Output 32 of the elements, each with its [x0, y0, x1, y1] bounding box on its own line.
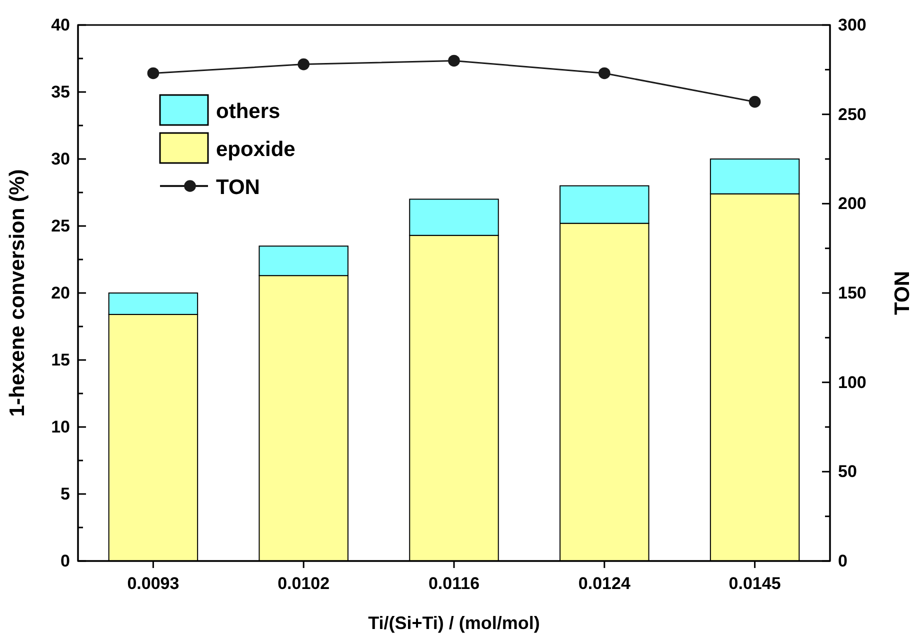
point	[448, 54, 460, 67]
point	[298, 58, 310, 70]
legend-label: TON	[216, 176, 260, 199]
y2-tick-label: 250	[838, 104, 866, 124]
y2-tick-label: 50	[838, 462, 857, 482]
x-tick-label: 0.0145	[728, 574, 781, 594]
y2-tick-label: 0	[838, 551, 848, 570]
x-tick-label: 0.0093	[127, 574, 180, 594]
y2-tick-label: 300	[838, 15, 866, 34]
y-tick-label: 10	[51, 417, 70, 436]
point	[748, 96, 761, 108]
y-tick-label: 5	[60, 484, 70, 504]
y-tick-label: 30	[51, 149, 70, 168]
y-tick-label: 40	[51, 15, 70, 34]
y-tick-label: 25	[51, 216, 70, 236]
y2-axis-title: TON	[891, 271, 914, 315]
legend-label: epoxide	[216, 138, 296, 161]
y-tick-label: 15	[51, 350, 70, 370]
y2-tick-label: 100	[838, 372, 866, 392]
y2-tick-label: 150	[838, 283, 866, 302]
x-tick-label: 0.0102	[278, 574, 330, 594]
x-axis-title: Ti/(Si+Ti) / (mol/mol)	[368, 613, 540, 633]
y-tick-label: 35	[51, 82, 70, 102]
x-tick-label: 0.0124	[578, 574, 631, 594]
y-tick-label: 0	[60, 551, 70, 570]
y-tick-label: 20	[51, 283, 70, 302]
point	[147, 67, 160, 80]
x-tick-label: 0.0116	[428, 574, 480, 594]
y-axis-title: 1-hexene conversion (%)	[6, 169, 29, 417]
legend-label: others	[216, 100, 280, 123]
point	[598, 67, 610, 80]
y2-tick-label: 200	[838, 194, 866, 214]
